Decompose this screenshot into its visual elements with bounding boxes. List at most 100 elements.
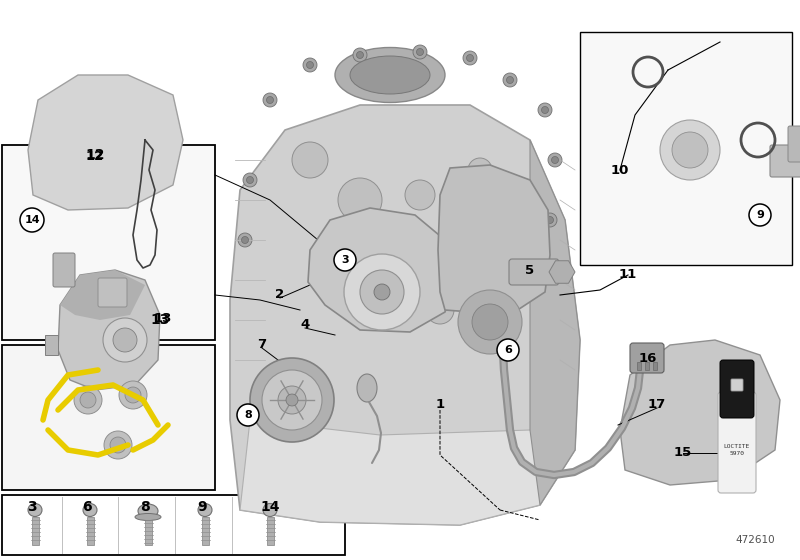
- Circle shape: [466, 54, 474, 62]
- Circle shape: [538, 103, 552, 117]
- Circle shape: [458, 290, 522, 354]
- Bar: [2, 495, 345, 555]
- FancyBboxPatch shape: [509, 259, 559, 285]
- Text: 13: 13: [154, 311, 172, 324]
- Bar: [653, 362, 657, 370]
- Text: 6: 6: [82, 500, 92, 514]
- Text: 472610: 472610: [735, 535, 775, 545]
- Polygon shape: [28, 75, 183, 210]
- Ellipse shape: [198, 503, 212, 516]
- Circle shape: [546, 217, 554, 223]
- Ellipse shape: [335, 48, 445, 102]
- Circle shape: [80, 392, 96, 408]
- Circle shape: [672, 132, 708, 168]
- Text: 1: 1: [435, 399, 445, 412]
- Circle shape: [497, 339, 519, 361]
- Circle shape: [250, 358, 334, 442]
- Circle shape: [278, 386, 306, 414]
- Circle shape: [286, 394, 298, 406]
- Text: 12: 12: [86, 151, 104, 164]
- Bar: [645, 362, 649, 370]
- Ellipse shape: [357, 374, 377, 402]
- Circle shape: [125, 387, 141, 403]
- Bar: [202, 517, 209, 545]
- Bar: [31, 517, 38, 545]
- Text: 2: 2: [275, 288, 285, 301]
- Text: 14: 14: [260, 500, 279, 514]
- FancyBboxPatch shape: [720, 360, 754, 418]
- Circle shape: [338, 178, 382, 222]
- Bar: [86, 517, 94, 545]
- Circle shape: [353, 48, 367, 62]
- Text: 14: 14: [24, 215, 40, 225]
- Circle shape: [237, 404, 259, 426]
- Circle shape: [426, 296, 454, 324]
- Text: 8: 8: [140, 500, 150, 514]
- Circle shape: [20, 208, 44, 232]
- Circle shape: [306, 62, 314, 68]
- Circle shape: [242, 236, 249, 244]
- Circle shape: [360, 270, 404, 314]
- Text: 5: 5: [526, 264, 534, 277]
- Circle shape: [238, 233, 252, 247]
- Circle shape: [480, 220, 520, 260]
- Circle shape: [292, 142, 328, 178]
- Circle shape: [503, 73, 517, 87]
- Circle shape: [468, 158, 492, 182]
- FancyBboxPatch shape: [788, 126, 800, 162]
- Circle shape: [506, 77, 514, 83]
- FancyBboxPatch shape: [731, 379, 743, 391]
- Polygon shape: [230, 105, 580, 525]
- Circle shape: [472, 304, 508, 340]
- Ellipse shape: [138, 504, 158, 518]
- Circle shape: [543, 213, 557, 227]
- Text: 9: 9: [756, 210, 764, 220]
- Text: 12: 12: [86, 148, 105, 162]
- Text: 11: 11: [619, 268, 637, 282]
- Text: 4: 4: [300, 319, 310, 332]
- Text: 16: 16: [639, 352, 657, 365]
- Text: 9: 9: [197, 500, 206, 514]
- Polygon shape: [308, 208, 455, 332]
- Text: 7: 7: [258, 338, 266, 352]
- Circle shape: [246, 176, 254, 184]
- Bar: [266, 517, 274, 545]
- Ellipse shape: [350, 56, 430, 94]
- Circle shape: [374, 284, 390, 300]
- Text: 10: 10: [611, 164, 629, 176]
- Circle shape: [110, 437, 126, 453]
- Polygon shape: [45, 335, 58, 355]
- Circle shape: [74, 386, 102, 414]
- Polygon shape: [620, 340, 780, 485]
- Circle shape: [344, 254, 420, 330]
- Circle shape: [548, 153, 562, 167]
- Circle shape: [262, 370, 322, 430]
- Polygon shape: [530, 140, 580, 505]
- Circle shape: [417, 49, 423, 55]
- Circle shape: [243, 173, 257, 187]
- Circle shape: [749, 204, 771, 226]
- Circle shape: [413, 45, 427, 59]
- Text: LOCTITE
5970: LOCTITE 5970: [724, 445, 750, 456]
- Ellipse shape: [135, 514, 161, 520]
- Circle shape: [542, 106, 549, 114]
- Circle shape: [405, 180, 435, 210]
- Circle shape: [119, 381, 147, 409]
- Polygon shape: [58, 270, 160, 390]
- Text: 15: 15: [674, 446, 692, 460]
- FancyBboxPatch shape: [630, 343, 664, 373]
- Text: 3: 3: [27, 500, 37, 514]
- FancyBboxPatch shape: [770, 145, 800, 177]
- Circle shape: [551, 156, 558, 164]
- Circle shape: [303, 58, 317, 72]
- Circle shape: [113, 328, 137, 352]
- Bar: [580, 32, 792, 265]
- Circle shape: [324, 264, 356, 296]
- Bar: [637, 362, 641, 370]
- Ellipse shape: [263, 503, 277, 516]
- FancyBboxPatch shape: [53, 253, 75, 287]
- Text: 17: 17: [648, 399, 666, 412]
- Polygon shape: [438, 165, 550, 315]
- Polygon shape: [60, 270, 145, 320]
- Bar: [2, 145, 215, 340]
